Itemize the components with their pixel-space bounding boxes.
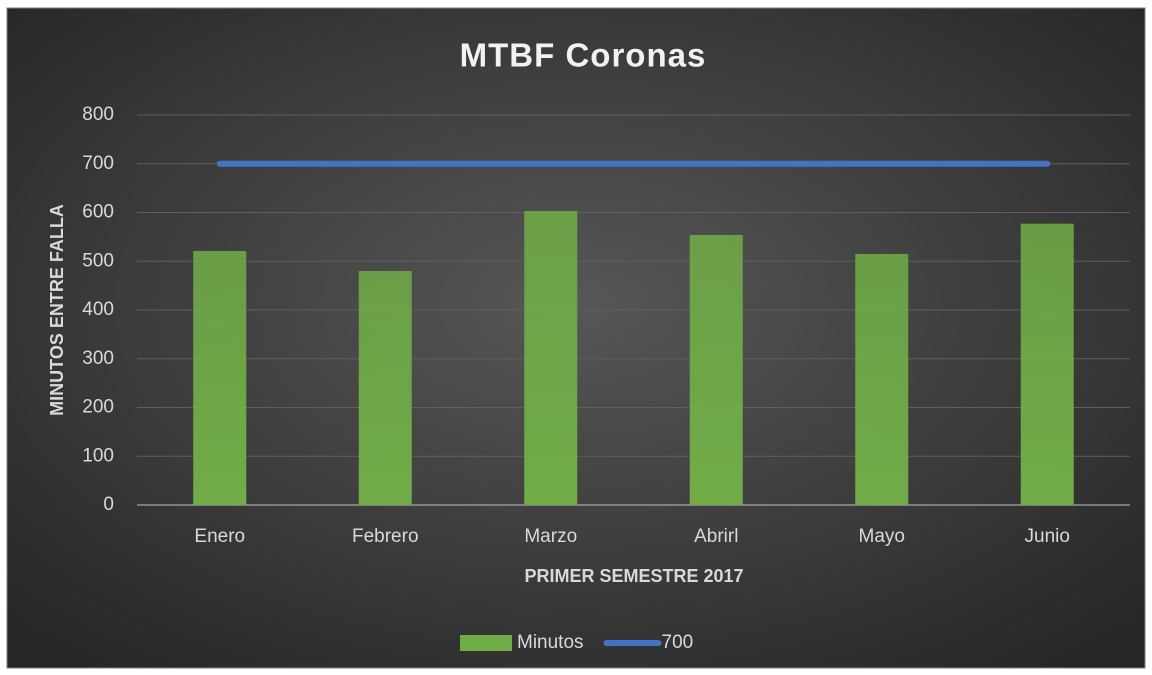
- bar: [1020, 223, 1074, 505]
- plot: [193, 160, 1074, 506]
- x-axis-title: PRIMER SEMESTRE 2017: [524, 566, 743, 586]
- bar: [193, 251, 247, 505]
- y-axis-title: MINUTOS ENTRE FALLA: [47, 204, 67, 416]
- x-tick-label: Mayo: [859, 526, 905, 547]
- bar: [524, 211, 578, 505]
- x-tick-label: Abrirl: [694, 526, 738, 547]
- y-tick-label: 100: [82, 445, 114, 466]
- x-tick-label: Junio: [1025, 526, 1070, 547]
- y-tick-label: 700: [82, 153, 114, 174]
- y-tick-label: 300: [82, 348, 114, 369]
- y-tick-label: 800: [82, 104, 114, 125]
- bar: [689, 234, 743, 506]
- y-tick-label: 500: [82, 250, 114, 271]
- x-tick-label: Febrero: [352, 526, 419, 547]
- bar: [358, 271, 412, 505]
- x-tick-label: Marzo: [524, 526, 577, 547]
- legend: Minutos 700: [460, 632, 693, 653]
- grid: 0 100 200 300 400 500 600 700 800 Enero Febrero Mar…: [82, 104, 1130, 547]
- legend-label: Minutos: [517, 632, 584, 653]
- x-tick-label: Enero: [194, 526, 245, 547]
- legend-swatch: [460, 635, 512, 651]
- y-tick-label: 400: [82, 299, 114, 320]
- y-tick-label: 200: [82, 397, 114, 418]
- bar: [855, 253, 909, 505]
- y-tick-label: 0: [103, 494, 114, 515]
- y-tick-label: 600: [82, 202, 114, 223]
- legend-label: 700: [662, 632, 694, 653]
- chart-title: MTBF Coronas: [460, 37, 707, 74]
